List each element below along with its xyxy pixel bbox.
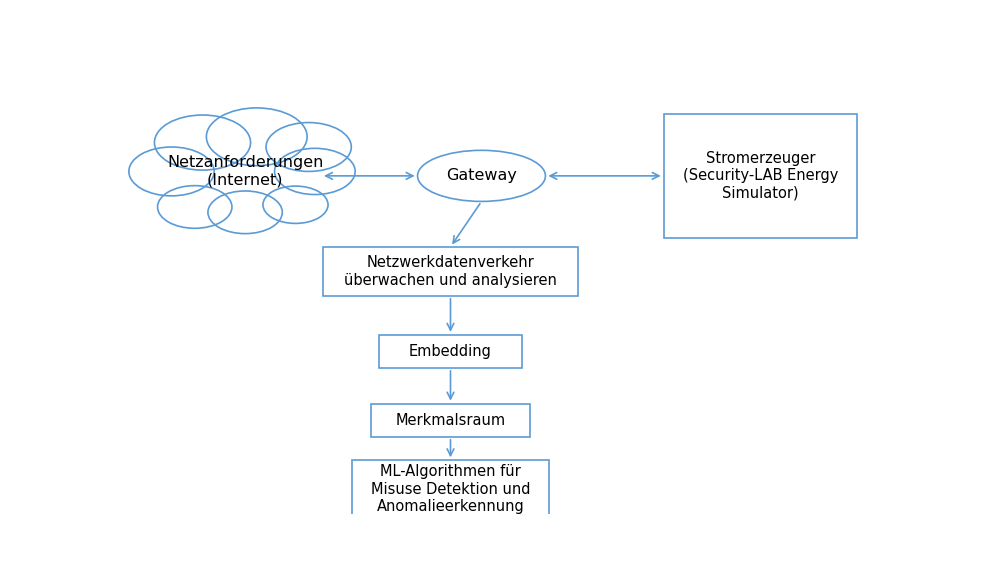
Text: Stromerzeuger
(Security-LAB Energy
Simulator): Stromerzeuger (Security-LAB Energy Simul… <box>683 151 838 201</box>
FancyBboxPatch shape <box>371 403 530 437</box>
Circle shape <box>129 147 214 196</box>
Text: Netzwerkdatenverkehr
überwachen und analysieren: Netzwerkdatenverkehr überwachen und anal… <box>344 255 557 287</box>
Circle shape <box>206 108 307 166</box>
Circle shape <box>158 186 232 228</box>
Circle shape <box>208 191 282 234</box>
Ellipse shape <box>418 151 545 201</box>
Text: Gateway: Gateway <box>446 168 517 183</box>
FancyBboxPatch shape <box>379 335 522 368</box>
Text: Netzanforderungen
(Internet): Netzanforderungen (Internet) <box>167 155 323 188</box>
FancyBboxPatch shape <box>323 247 578 296</box>
Text: Merkmalsraum: Merkmalsraum <box>395 413 506 428</box>
FancyBboxPatch shape <box>352 460 549 518</box>
Circle shape <box>266 122 351 171</box>
Text: ML-Algorithmen für
Misuse Detektion und
Anomalieerkennung: ML-Algorithmen für Misuse Detektion und … <box>371 464 530 514</box>
Circle shape <box>275 148 355 194</box>
FancyBboxPatch shape <box>664 114 857 238</box>
Circle shape <box>154 115 251 170</box>
Circle shape <box>263 186 328 223</box>
Text: Embedding: Embedding <box>409 344 492 359</box>
